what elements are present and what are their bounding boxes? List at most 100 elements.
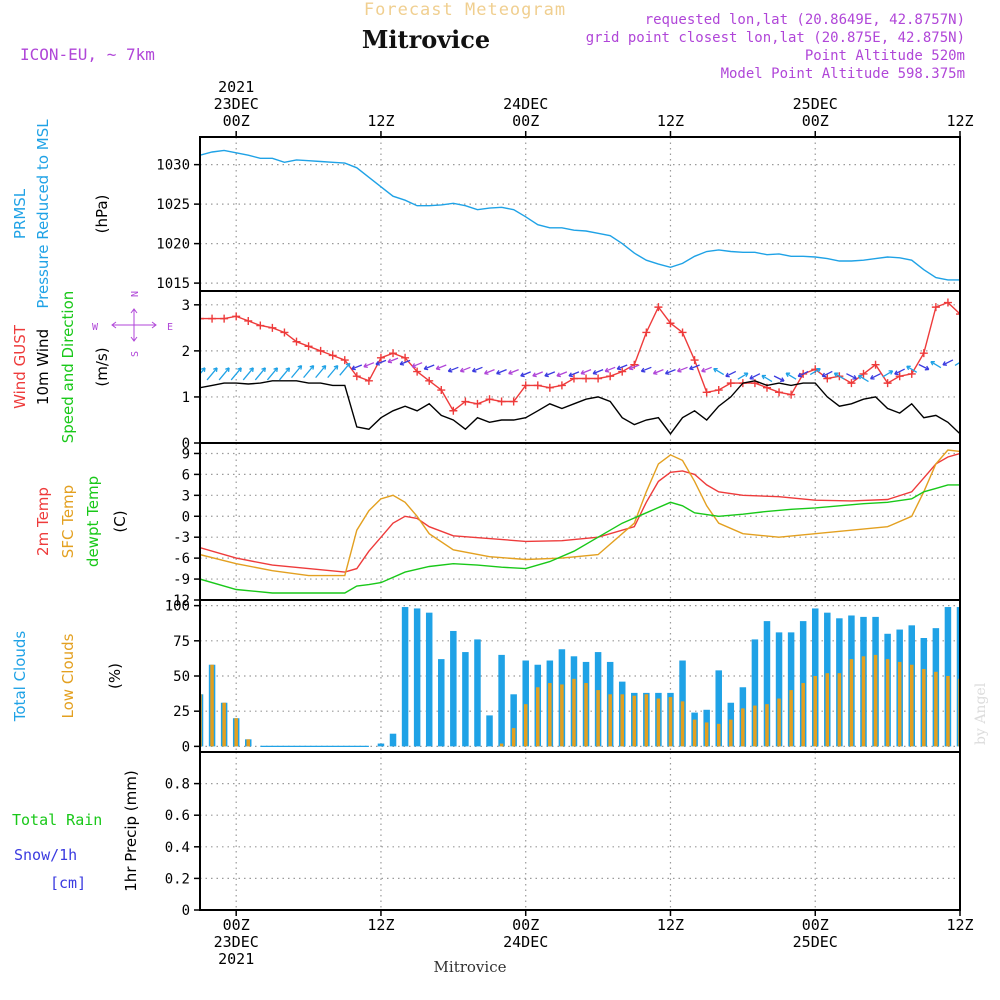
axis-label: dewpt Temp <box>84 476 102 567</box>
wind-direction-arrow <box>785 372 797 380</box>
low-cloud-bar <box>946 676 950 747</box>
low-cloud-bar <box>644 694 649 747</box>
wind-direction-arrow <box>327 365 339 379</box>
top-time-label: 24DEC <box>503 95 548 113</box>
wind-arrow-head <box>785 372 791 378</box>
y-tick-label: 0 <box>182 903 190 919</box>
y-tick-label: 0.2 <box>165 871 190 887</box>
wind-arrow-head <box>816 367 821 373</box>
low-cloud-bar <box>994 679 998 747</box>
wind-arrow-head <box>870 374 875 380</box>
panel-temp-plot <box>200 443 960 600</box>
panel-pressure: 1015 1020 1025 1030 PRMSL Pressure Reduced to… <box>11 119 961 309</box>
gust-marker <box>871 360 880 369</box>
total-cloud-bar <box>474 639 481 747</box>
bottom-time-label: 2021 <box>218 950 254 968</box>
precip-label-rain: Total Rain <box>12 811 102 829</box>
wind-arrow-head <box>743 372 749 378</box>
wind-direction-arrow <box>508 369 519 375</box>
wind-arrow-head <box>852 374 857 380</box>
wind-arrow-head <box>979 364 983 368</box>
top-time-label: 12Z <box>657 112 684 130</box>
wind-arrow-head <box>664 370 670 375</box>
total-cloud-bar <box>389 733 397 747</box>
gust-marker <box>895 372 904 381</box>
gust-marker <box>304 342 313 351</box>
wind-arrow-head <box>961 359 965 363</box>
low-cloud-bar <box>801 683 805 747</box>
top-time-label: 00Z <box>223 112 250 130</box>
gust-marker <box>992 361 1000 369</box>
gust-marker <box>220 314 229 323</box>
gust-marker <box>775 388 784 397</box>
wind-direction-arrow <box>200 367 206 375</box>
wind-direction-arrow <box>822 370 833 377</box>
wind-arrow-head <box>237 367 242 372</box>
axis-label: Speed and Direction <box>59 291 77 444</box>
low-cloud-bar <box>246 739 251 747</box>
low-cloud-bar <box>692 719 697 747</box>
low-cloud-bar <box>837 673 842 747</box>
y-tick-label: 3 <box>182 298 190 314</box>
series-sfc-temp <box>200 449 960 577</box>
wind-direction-arrow <box>315 365 327 379</box>
y-tick-label: 6 <box>182 467 190 483</box>
station-title: Mitrovice <box>362 25 490 54</box>
wind-arrow-head <box>459 367 465 373</box>
y-tick-label: 1025 <box>156 197 190 213</box>
total-cloud-bar <box>751 639 759 747</box>
bottom-time-label: 25DEC <box>793 933 838 951</box>
low-cloud-bar <box>620 694 624 747</box>
wind-direction-arrow <box>351 364 363 370</box>
wind-direction-arrow <box>616 364 628 370</box>
total-cloud-bar <box>413 608 421 747</box>
gust-marker <box>787 390 796 399</box>
axis-label: Low Clouds <box>59 633 77 718</box>
wind-direction-arrow <box>809 368 821 376</box>
top-time-label: 00Z <box>512 112 539 130</box>
gust-marker <box>244 316 253 325</box>
gust-marker <box>497 397 506 406</box>
wind-arrow-head <box>544 372 549 378</box>
wind-direction-arrow <box>906 365 918 373</box>
gust-marker <box>200 314 204 323</box>
gust-marker <box>847 379 856 388</box>
low-cloud-bar <box>596 690 600 747</box>
compass-e: E <box>167 322 173 333</box>
low-cloud-bar <box>584 683 588 747</box>
wind-arrow-head <box>821 372 827 378</box>
gust-marker <box>726 379 735 388</box>
low-cloud-bar <box>680 701 685 747</box>
gust-marker <box>943 298 952 307</box>
y-tick-label: 0.6 <box>165 808 190 824</box>
wind-direction-arrow <box>773 375 785 382</box>
top-time-label: 12Z <box>367 112 394 130</box>
compass-n: N <box>130 291 141 297</box>
wind-arrow-head <box>930 361 935 366</box>
wind-direction-arrow <box>303 365 315 379</box>
panel-precip-plot <box>200 752 960 910</box>
wind-arrow-head <box>888 370 894 375</box>
low-cloud-bar <box>704 722 709 747</box>
wind-arrow-head <box>297 364 303 370</box>
wind-arrow-head <box>761 374 766 380</box>
gust-marker <box>268 323 277 332</box>
wind-direction-arrow <box>870 373 881 380</box>
panel-precip: 0 0.2 0.4 0.6 0.8 Total Rain Snow/1h [cm] 1hr Pr… <box>12 751 961 919</box>
axis-label: Wind GUST <box>11 324 29 409</box>
wind-direction-arrow <box>653 369 664 375</box>
requested-coords: requested lon,lat (20.8649E, 42.8757N) <box>645 12 965 28</box>
gust-marker <box>376 353 385 362</box>
wind-direction-arrow <box>339 362 351 376</box>
wind-arrow-head <box>261 367 266 372</box>
series-dewpt-temp <box>200 484 960 594</box>
y-tick-label: 75 <box>173 634 190 650</box>
wind-direction-arrow <box>484 369 495 375</box>
wind-direction-arrow <box>556 371 568 377</box>
total-cloud-bar <box>787 632 795 747</box>
gust-marker <box>521 381 530 390</box>
wind-direction-arrow <box>254 367 266 381</box>
wind-arrow-head <box>201 367 206 372</box>
wind-arrow-head <box>652 370 658 375</box>
